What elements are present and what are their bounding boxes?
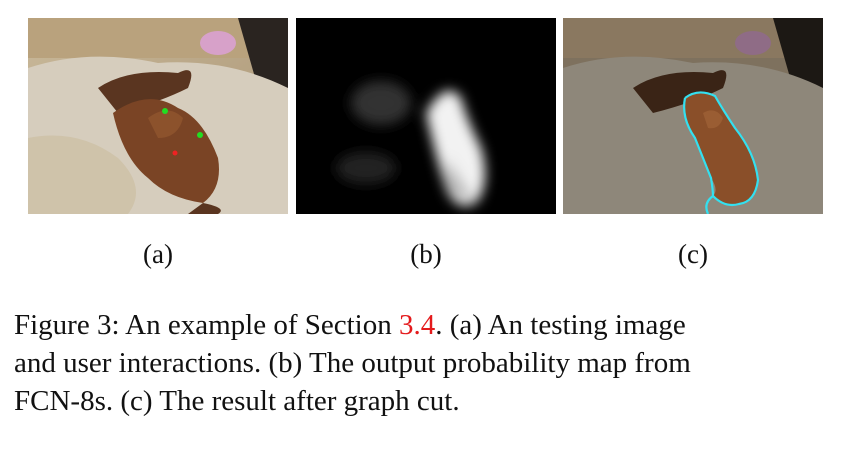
caption-line-1: Figure 3: An example of Section 3.4. (a)… — [14, 309, 686, 341]
segmentation-contour — [683, 91, 760, 214]
background-click-marker — [172, 150, 178, 156]
caption-line-2: and user interactions. (b) The output pr… — [14, 347, 691, 379]
section-reference-link[interactable]: 3.4 — [399, 309, 436, 341]
panel-b-label: (b) — [410, 239, 442, 269]
panel-a-image — [28, 18, 288, 214]
panel-a-label: (a) — [143, 239, 173, 269]
caption-line-3: FCN-8s. (c) The result after graph cut. — [14, 385, 460, 417]
probability-map — [296, 18, 556, 214]
graph-cut-image — [563, 18, 823, 214]
testing-image — [28, 18, 288, 214]
panel-c-graph-cut-result — [563, 18, 823, 214]
panel-b-probability-map — [296, 18, 556, 214]
foreground-click-marker — [162, 108, 168, 114]
figure-caption: Figure 3: An example of Section 3.4. (a)… — [14, 306, 844, 420]
panel-c-label: (c) — [678, 239, 708, 269]
foreground-click-marker — [197, 132, 203, 138]
